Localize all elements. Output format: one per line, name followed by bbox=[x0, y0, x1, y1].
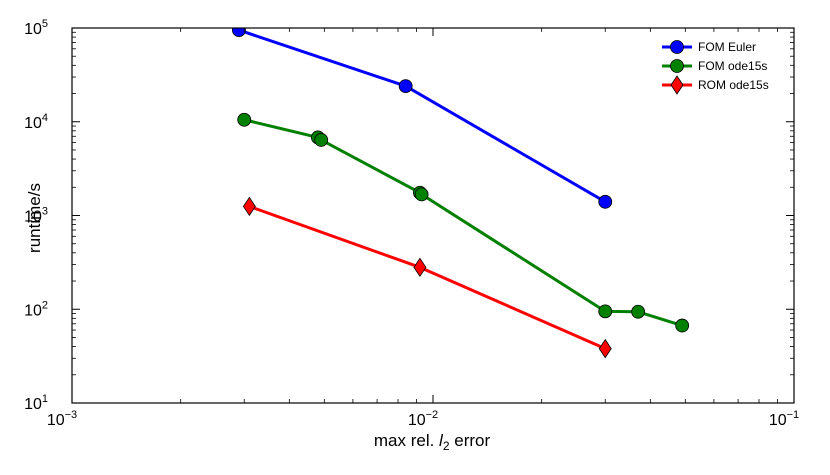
x-axis-title-prefix: max rel. bbox=[374, 431, 439, 450]
data-point-fom-ode15s bbox=[414, 187, 429, 202]
y-tick-label: 105 bbox=[24, 18, 48, 38]
data-point-rom-ode15s bbox=[598, 338, 612, 359]
plot-area bbox=[232, 28, 690, 359]
data-point-fom-euler bbox=[232, 28, 246, 37]
series-fom-ode15s bbox=[237, 112, 690, 333]
data-point-rom-ode15s bbox=[242, 196, 256, 217]
legend-swatch-marker bbox=[670, 59, 684, 73]
x-tick-label: 10−3 bbox=[47, 409, 77, 429]
legend-item-fom-euler: FOM Euler bbox=[662, 40, 756, 54]
series-fom-euler bbox=[232, 28, 613, 209]
data-point-fom-euler bbox=[398, 79, 413, 94]
data-point-fom-ode15s bbox=[314, 133, 329, 147]
legend-item-rom-ode15s: ROM ode15s bbox=[662, 75, 769, 95]
y-tick-label: 102 bbox=[24, 299, 48, 319]
x-axis-title-var: l bbox=[439, 431, 444, 450]
legend-label: ROM ode15s bbox=[698, 78, 769, 92]
y-axis-title: runtime/s bbox=[25, 183, 44, 253]
legend: FOM Euler FOM ode15s ROM ode15s bbox=[662, 40, 769, 95]
y-tick-label: 103 bbox=[24, 206, 48, 226]
data-point-fom-ode15s bbox=[675, 318, 690, 333]
y-tick-label: 104 bbox=[24, 112, 48, 132]
x-axis-title-suffix: error bbox=[450, 431, 491, 450]
series-rom-ode15s bbox=[242, 196, 612, 359]
legend-label: FOM Euler bbox=[698, 40, 756, 54]
data-point-rom-ode15s bbox=[413, 257, 427, 278]
series-line-fom-ode15s bbox=[243, 118, 683, 327]
legend-swatch-marker bbox=[670, 75, 684, 95]
x-tick-label: 10−1 bbox=[769, 409, 799, 429]
data-point-fom-ode15s bbox=[237, 112, 252, 127]
x-axis-title-sub: 2 bbox=[443, 439, 450, 453]
legend-item-fom-ode15s: FOM ode15s bbox=[662, 59, 767, 73]
data-point-fom-ode15s bbox=[598, 304, 613, 319]
y-axis: 101 102 103 104 105 bbox=[24, 18, 794, 413]
x-axis: 10−3 10−2 10−1 bbox=[47, 28, 799, 429]
legend-swatch-marker bbox=[670, 40, 684, 54]
series-line-fom-euler bbox=[238, 28, 606, 204]
data-point-fom-euler bbox=[598, 194, 613, 209]
y-tick-label: 101 bbox=[24, 393, 48, 413]
data-point-fom-ode15s bbox=[631, 304, 646, 319]
x-axis-title: max rel. l2 error bbox=[374, 431, 491, 453]
x-tick-label: 10−2 bbox=[408, 409, 438, 429]
legend-label: FOM ode15s bbox=[698, 59, 767, 73]
